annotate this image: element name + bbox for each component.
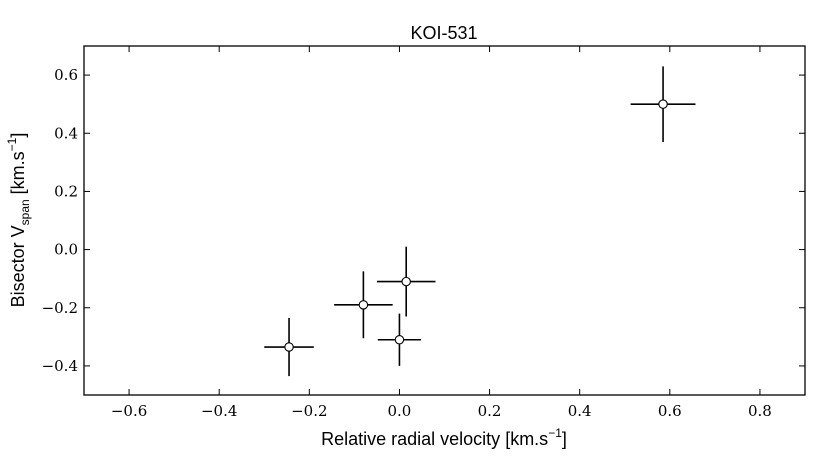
y-tick-label: 0.6 bbox=[54, 66, 78, 84]
point-marker bbox=[401, 276, 411, 287]
x-tick-label: 0.4 bbox=[568, 402, 592, 420]
x-tick-label: 0.8 bbox=[748, 402, 772, 420]
data-point bbox=[377, 313, 422, 366]
y-tick-label: 0.4 bbox=[54, 124, 78, 142]
x-axis-ticks: −0.6 −0.4 −0.2 0.0 0.2 0.4 0.6 0.8 bbox=[111, 46, 772, 420]
data-points bbox=[264, 66, 696, 377]
point-marker bbox=[284, 342, 294, 352]
point-marker bbox=[358, 300, 369, 310]
chart-title: KOI-531 bbox=[410, 23, 477, 43]
x-tick-label: −0.2 bbox=[291, 402, 327, 420]
x-tick-label: 0.2 bbox=[478, 402, 502, 420]
x-tick-label: −0.4 bbox=[201, 402, 237, 420]
y-tick-label: −0.2 bbox=[42, 299, 78, 317]
point-marker bbox=[658, 99, 668, 109]
y-axis-ticks: −0.4 −0.2 0.0 0.2 0.4 0.6 bbox=[42, 66, 805, 375]
x-tick-label: −0.6 bbox=[111, 402, 147, 420]
x-tick-label: 0.0 bbox=[388, 402, 412, 420]
data-point bbox=[630, 66, 696, 142]
x-tick-label: 0.6 bbox=[658, 402, 682, 420]
y-tick-label: 0.2 bbox=[54, 182, 78, 200]
data-point bbox=[264, 317, 314, 377]
point-marker bbox=[394, 334, 405, 345]
data-point bbox=[334, 271, 393, 339]
x-axis-label: Relative radial velocity [km.s−1] bbox=[321, 426, 567, 449]
plot-frame bbox=[83, 45, 806, 396]
y-tick-label: −0.4 bbox=[42, 357, 78, 375]
data-point bbox=[376, 246, 436, 317]
y-axis-label: Bisector Vspan [km.s−1] bbox=[5, 133, 32, 308]
y-tick-label: 0.0 bbox=[54, 241, 78, 259]
